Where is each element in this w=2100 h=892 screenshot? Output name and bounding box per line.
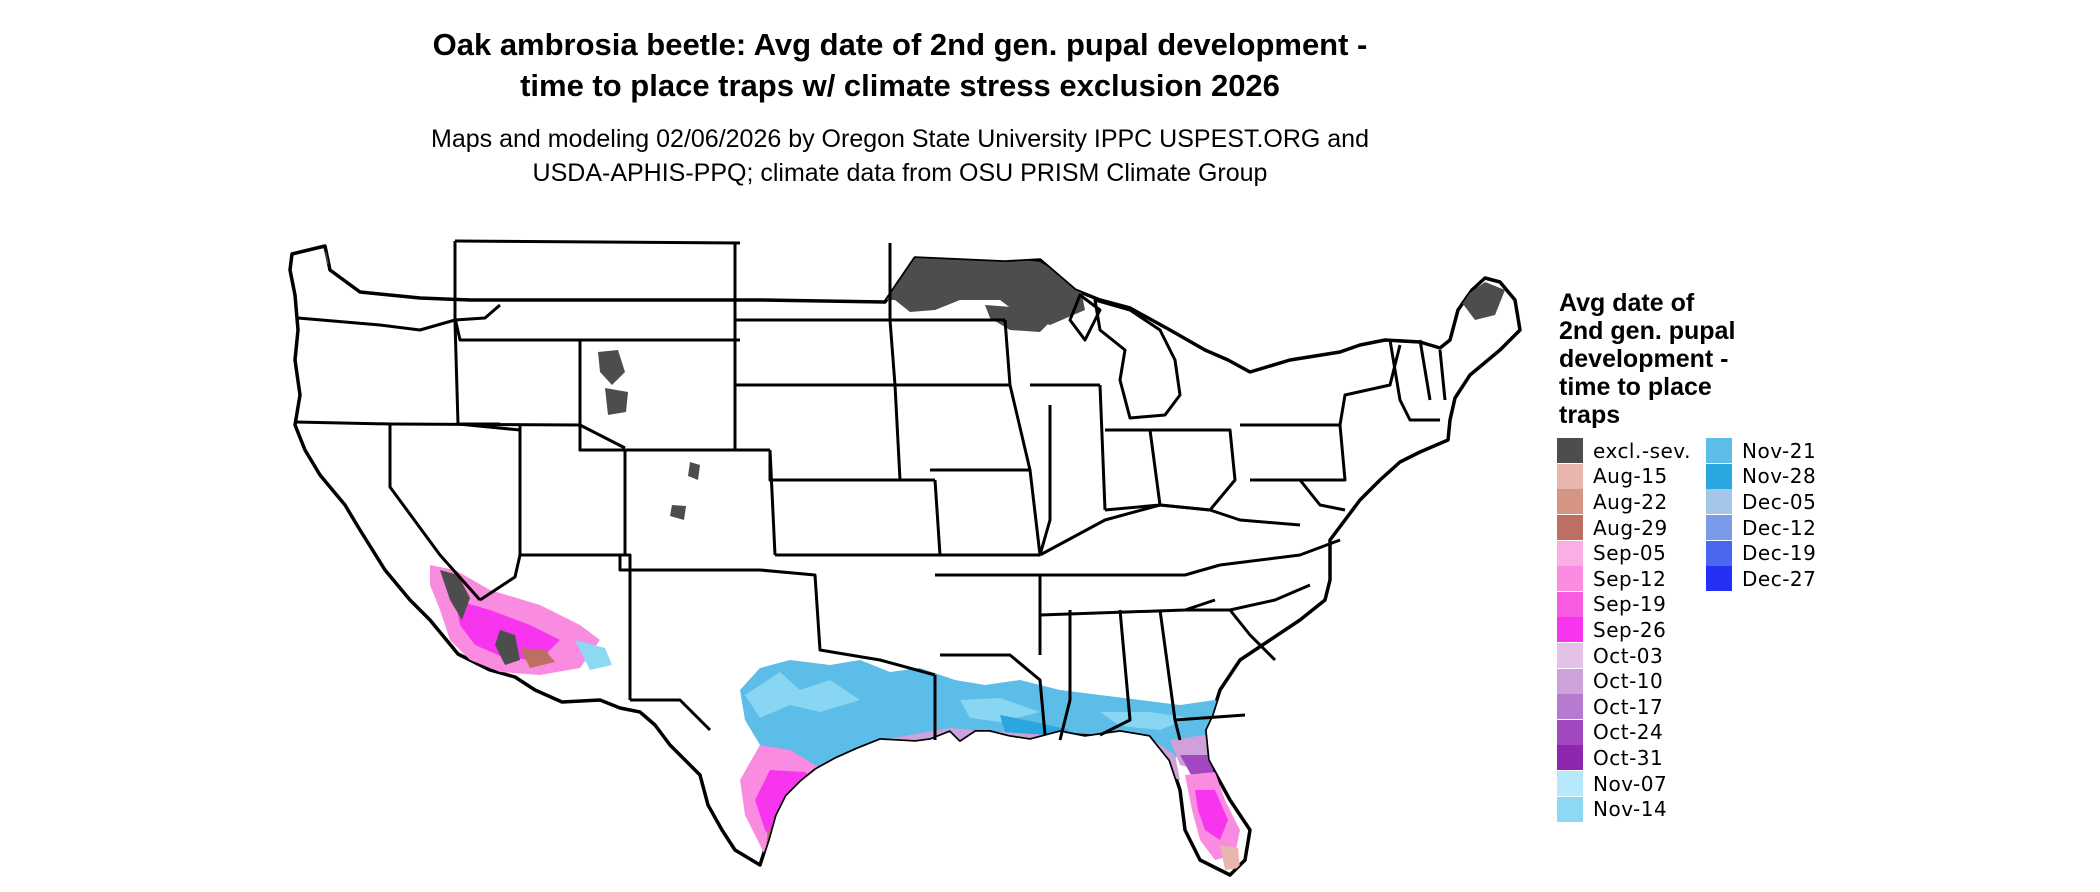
title-line-2: time to place traps w/ climate stress ex… [520,68,1280,103]
legend-swatch [1557,591,1583,617]
legend-item: Oct-17 [1557,694,1691,720]
subtitle-line-2: USDA-APHIS-PPQ; climate data from OSU PR… [532,159,1268,187]
legend-label: Aug-15 [1593,464,1668,489]
legend-item: Dec-27 [1706,566,1816,592]
legend-item: Oct-10 [1557,668,1691,694]
legend-column-1: excl.-sev. Aug-15 Aug-22 Aug-29 Sep-05 S… [1557,438,1691,822]
legend-item: Sep-12 [1557,566,1691,592]
legend-title-line: time to place [1559,373,1712,401]
legend-swatch [1557,540,1583,566]
legend-label: Nov-21 [1742,438,1817,463]
legend-title-line: 2nd gen. pupal [1559,317,1736,345]
legend-swatch [1557,694,1583,720]
legend-swatch [1557,489,1583,515]
legend-item: Dec-05 [1706,489,1816,515]
map-subtitle: Maps and modeling 02/06/2026 by Oregon S… [0,122,1800,190]
legend-swatch [1557,566,1583,592]
legend-item: Oct-03 [1557,643,1691,669]
legend-swatch [1557,643,1583,669]
map-title: Oak ambrosia beetle: Avg date of 2nd gen… [0,24,1800,106]
legend-label: Oct-24 [1593,720,1664,745]
legend-item: Nov-07 [1557,771,1691,797]
legend-column-2: Nov-21 Nov-28 Dec-05 Dec-12 Dec-19 Dec-2… [1706,438,1816,592]
legend-swatch [1706,438,1732,464]
legend-label: Dec-19 [1742,541,1817,566]
legend-title-line: traps [1559,401,1621,429]
legend-item: Aug-22 [1557,489,1691,515]
legend-swatch [1706,463,1732,489]
legend-item: Dec-12 [1706,515,1816,541]
legend-item: Nov-14 [1557,796,1691,822]
legend-label: Oct-03 [1593,643,1664,668]
legend-swatch [1706,540,1732,566]
legend-item: Oct-31 [1557,745,1691,771]
us-map [288,239,1522,877]
legend-swatch [1706,489,1732,515]
legend-title-line: Avg date of [1559,289,1695,317]
legend-label: Sep-05 [1593,541,1667,566]
legend-label: Aug-22 [1593,489,1668,514]
legend-label: Oct-10 [1593,669,1664,694]
legend-item: Sep-05 [1557,540,1691,566]
legend-item: Oct-24 [1557,719,1691,746]
legend-swatch [1557,463,1583,489]
legend-label: Sep-19 [1593,592,1667,617]
legend-swatch [1557,515,1583,541]
legend-label: Sep-26 [1593,617,1667,642]
legend-title-line: development - [1559,345,1729,373]
legend-label: Oct-31 [1593,745,1664,770]
legend-label: Dec-27 [1742,566,1817,591]
legend-item: Aug-15 [1557,463,1691,490]
legend-swatch [1557,668,1583,694]
legend-title: Avg date of 2nd gen. pupal development -… [1559,289,1779,429]
legend-swatch [1706,566,1732,592]
legend-label: Oct-17 [1593,694,1664,719]
legend-label: Dec-12 [1742,515,1817,540]
legend-label: Aug-29 [1593,515,1668,540]
legend-swatch [1557,771,1583,797]
legend-item: Sep-19 [1557,591,1691,618]
legend-item: Sep-26 [1557,617,1691,643]
legend-label: Nov-28 [1742,464,1817,489]
state-borders [294,239,1447,741]
legend-item: Nov-21 [1706,438,1816,464]
legend-swatch [1557,438,1583,464]
legend-label: Nov-14 [1593,797,1668,822]
legend-swatch [1557,617,1583,643]
legend-item: Aug-29 [1557,515,1691,541]
legend-label: Nov-07 [1593,771,1668,796]
legend-label: excl.-sev. [1593,438,1691,463]
legend-label: Dec-05 [1742,489,1817,514]
legend-item: Nov-28 [1706,463,1817,490]
subtitle-line-1: Maps and modeling 02/06/2026 by Oregon S… [431,125,1369,153]
legend-item: excl.-sev. [1557,438,1691,464]
legend-swatch [1557,719,1583,745]
legend-swatch [1557,745,1583,771]
legend-swatch [1706,515,1732,541]
title-line-1: Oak ambrosia beetle: Avg date of 2nd gen… [432,27,1368,62]
legend-swatch [1557,796,1583,822]
legend-label: Sep-12 [1593,566,1667,591]
legend-item: Dec-19 [1706,540,1816,566]
